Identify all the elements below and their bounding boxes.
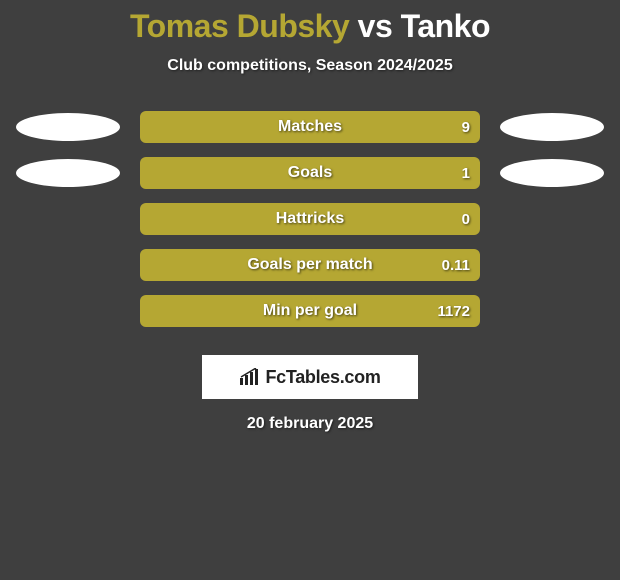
player1-marker [16,113,120,141]
page-title: Tomas Dubsky vs Tanko [0,8,620,45]
stat-bar: Goals1 [140,157,480,189]
stat-row: Hattricks0 [0,203,620,235]
player1-marker [16,205,120,233]
comparison-widget: Tomas Dubsky vs Tanko Club competitions,… [0,0,620,433]
footer-date: 20 february 2025 [0,415,620,433]
stat-bar-fill [140,157,480,189]
player2-marker [500,205,604,233]
player1-marker [16,297,120,325]
vs-label: vs [358,8,393,44]
stat-bar-fill [140,295,480,327]
player2-marker [500,251,604,279]
player2-marker [500,297,604,325]
stat-row: Goals per match0.11 [0,249,620,281]
stat-bar: Hattricks0 [140,203,480,235]
stat-row: Matches9 [0,111,620,143]
chart-icon [239,368,261,386]
stat-bar-fill [140,249,480,281]
logo-text: FcTables.com [265,367,380,388]
player1-marker [16,159,120,187]
stats-rows: Matches9 Goals1 Hattricks0 Goals per match0… [0,111,620,327]
player2-name: Tanko [401,8,490,44]
stat-bar: Min per goal1172 [140,295,480,327]
player1-marker [16,251,120,279]
player2-marker [500,159,604,187]
logo: FcTables.com [239,367,380,388]
player2-marker [500,113,604,141]
stat-bar: Goals per match0.11 [140,249,480,281]
subtitle: Club competitions, Season 2024/2025 [0,57,620,75]
stat-row: Min per goal1172 [0,295,620,327]
stat-bar-fill [140,203,480,235]
player1-name: Tomas Dubsky [130,8,349,44]
logo-box: FcTables.com [202,355,418,399]
stat-row: Goals1 [0,157,620,189]
stat-bar: Matches9 [140,111,480,143]
stat-bar-fill [140,111,480,143]
